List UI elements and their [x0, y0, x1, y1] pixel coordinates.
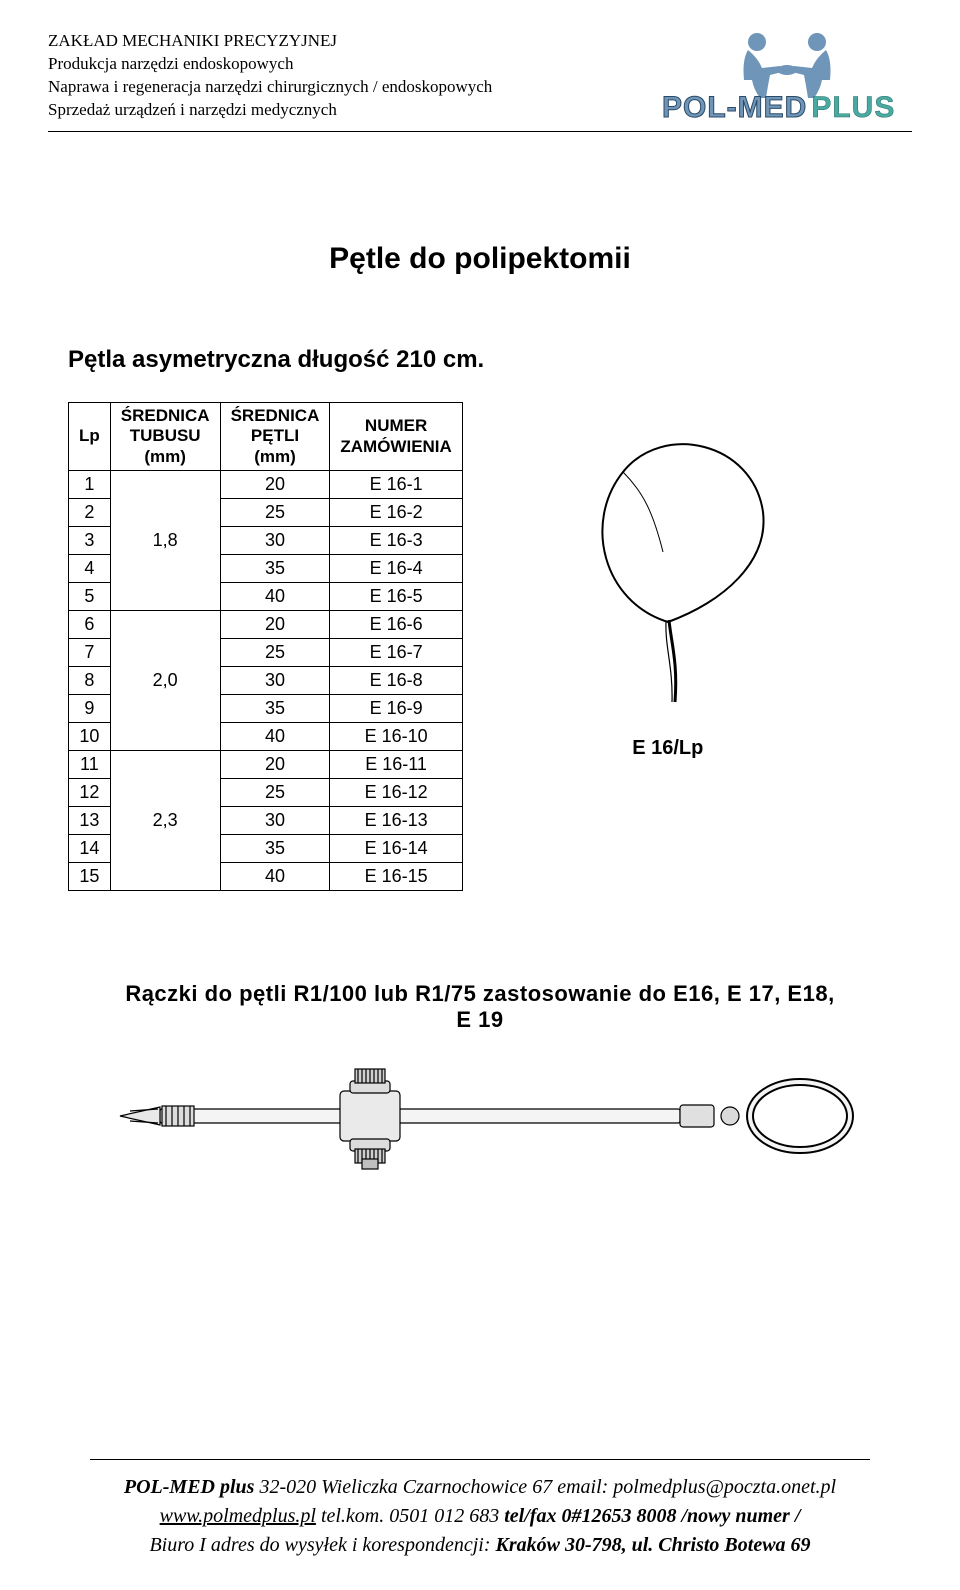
- document-footer: POL-MED plus 32-020 Wieliczka Czarnochow…: [48, 1473, 912, 1560]
- cell-numer: E 16-8: [330, 667, 462, 695]
- th-petli: ŚREDNICA PĘTLI (mm): [220, 403, 330, 471]
- cell-petli: 40: [220, 863, 330, 891]
- cell-petli: 30: [220, 667, 330, 695]
- cell-lp: 14: [69, 835, 111, 863]
- header-line: Sprzedaż urządzeń i narzędzi medycznych: [48, 99, 492, 122]
- company-logo: POL-MEDPLUS: [662, 30, 912, 125]
- cell-numer: E 16-2: [330, 499, 462, 527]
- cell-petli: 35: [220, 695, 330, 723]
- th-tubusu: ŚREDNICA TUBUSU (mm): [110, 403, 220, 471]
- cell-lp: 13: [69, 807, 111, 835]
- figure-label: E 16/Lp: [553, 737, 783, 760]
- cell-petli: 25: [220, 779, 330, 807]
- spec-table: Lp ŚREDNICA TUBUSU (mm) ŚREDNICA PĘTLI (…: [68, 402, 463, 891]
- header-company-block: ZAKŁAD MECHANIKI PRECYZYJNEJ Produkcja n…: [48, 30, 492, 122]
- cell-lp: 4: [69, 555, 111, 583]
- cell-petli: 25: [220, 499, 330, 527]
- footer-addr2a: Biuro I adres do wysyłek i korespondencj…: [149, 1534, 495, 1556]
- header-line: Naprawa i regeneracja narzędzi chirurgic…: [48, 76, 492, 99]
- cell-lp: 7: [69, 639, 111, 667]
- loop-figure: E 16/Lp: [553, 402, 783, 760]
- footer-company: POL-MED plus: [124, 1476, 255, 1498]
- cell-petli: 40: [220, 723, 330, 751]
- header-line: Produkcja narzędzi endoskopowych: [48, 53, 492, 76]
- cell-petli: 35: [220, 835, 330, 863]
- cell-petli: 20: [220, 611, 330, 639]
- table-row: 62,020E 16-6: [69, 611, 463, 639]
- cell-numer: E 16-11: [330, 751, 462, 779]
- th-numer: NUMER ZAMÓWIENIA: [330, 403, 462, 471]
- cell-tubusu: 2,0: [110, 611, 220, 751]
- cell-petli: 20: [220, 751, 330, 779]
- cell-numer: E 16-7: [330, 639, 462, 667]
- logo-text: POL-MEDPLUS: [662, 91, 895, 125]
- cell-numer: E 16-10: [330, 723, 462, 751]
- cell-lp: 10: [69, 723, 111, 751]
- cell-numer: E 16-4: [330, 555, 462, 583]
- header-divider: [48, 131, 912, 132]
- footer-fax: tel/fax 0#12653 8008 /nowy numer /: [504, 1505, 800, 1527]
- footer-addr1: 32-020 Wieliczka Czarnochowice 67 email:…: [254, 1476, 836, 1498]
- cell-petli: 35: [220, 555, 330, 583]
- cell-lp: 11: [69, 751, 111, 779]
- cell-numer: E 16-5: [330, 583, 462, 611]
- logo-plus: PLUS: [811, 91, 895, 124]
- cell-lp: 9: [69, 695, 111, 723]
- loop-illustration-icon: [553, 402, 783, 722]
- cell-lp: 2: [69, 499, 111, 527]
- cell-petli: 25: [220, 639, 330, 667]
- cell-lp: 15: [69, 863, 111, 891]
- cell-petli: 40: [220, 583, 330, 611]
- cell-numer: E 16-14: [330, 835, 462, 863]
- cell-petli: 30: [220, 527, 330, 555]
- cell-lp: 6: [69, 611, 111, 639]
- cell-numer: E 16-12: [330, 779, 462, 807]
- footer-addr2b: Kraków 30-798, ul. Christo Botewa 69: [495, 1534, 810, 1556]
- content-row: Lp ŚREDNICA TUBUSU (mm) ŚREDNICA PĘTLI (…: [48, 402, 912, 891]
- cell-numer: E 16-6: [330, 611, 462, 639]
- cell-numer: E 16-1: [330, 471, 462, 499]
- cell-petli: 30: [220, 807, 330, 835]
- footer-line: Biuro I adres do wysyłek i korespondencj…: [48, 1531, 912, 1560]
- footer-tel: tel.kom. 0501 012 683: [316, 1505, 504, 1527]
- cell-numer: E 16-3: [330, 527, 462, 555]
- page-subtitle: Pętla asymetryczna długość 210 cm.: [68, 346, 912, 374]
- cell-numer: E 16-9: [330, 695, 462, 723]
- handle-title: Rączki do pętli R1/100 lub R1/75 zastoso…: [48, 981, 912, 1033]
- logo-dash: -: [727, 91, 738, 124]
- table-row: 112,320E 16-11: [69, 751, 463, 779]
- table-row: 11,820E 16-1: [69, 471, 463, 499]
- logo-med: MED: [738, 91, 808, 124]
- th-lp: Lp: [69, 403, 111, 471]
- cell-tubusu: 2,3: [110, 751, 220, 891]
- handshake-icon: [722, 30, 852, 100]
- cell-lp: 12: [69, 779, 111, 807]
- cell-tubusu: 1,8: [110, 471, 220, 611]
- footer-line: www.polmedplus.pl tel.kom. 0501 012 683 …: [48, 1502, 912, 1531]
- page-title: Pętle do polipektomii: [48, 242, 912, 276]
- cell-lp: 5: [69, 583, 111, 611]
- footer-divider: [90, 1459, 870, 1460]
- logo-pol: POL: [662, 91, 727, 124]
- cell-numer: E 16-13: [330, 807, 462, 835]
- cell-lp: 8: [69, 667, 111, 695]
- cell-lp: 1: [69, 471, 111, 499]
- handle-illustration-icon: [100, 1051, 860, 1181]
- footer-line: POL-MED plus 32-020 Wieliczka Czarnochow…: [48, 1473, 912, 1502]
- footer-website-link[interactable]: www.polmedplus.pl: [160, 1505, 316, 1527]
- cell-petli: 20: [220, 471, 330, 499]
- cell-numer: E 16-15: [330, 863, 462, 891]
- cell-lp: 3: [69, 527, 111, 555]
- handle-figure: [48, 1051, 912, 1186]
- document-header: ZAKŁAD MECHANIKI PRECYZYJNEJ Produkcja n…: [48, 30, 912, 125]
- header-line: ZAKŁAD MECHANIKI PRECYZYJNEJ: [48, 30, 492, 53]
